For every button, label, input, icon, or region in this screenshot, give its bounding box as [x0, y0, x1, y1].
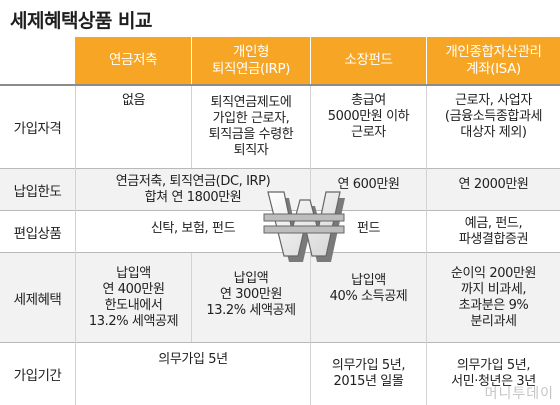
- row-label-products: 편입상품: [13, 225, 62, 242]
- column-header-isa: 개인종합자산관리 계좌(ISA): [427, 37, 560, 84]
- cell-text: 근로자, 사업자 (금융소득종합과세 대상자 제외): [444, 93, 543, 140]
- column-header-pension-savings: 연금저축: [75, 37, 191, 84]
- table-cell: 연금저축, 퇴직연금(DC, IRP) 합쳐 연 1800만원: [76, 169, 310, 210]
- cell-text: 납입액 40% 소득공제: [329, 273, 408, 304]
- column-header-label: 개인형 퇴직연금(IRP): [211, 43, 291, 77]
- column-header-irp: 개인형 퇴직연금(IRP): [192, 37, 310, 84]
- column-header-label: 개인종합자산관리 계좌(ISA): [445, 43, 542, 77]
- divider: [0, 252, 560, 253]
- row-label-limit: 납입한도: [13, 183, 62, 200]
- table-cell: 근로자, 사업자 (금융소득종합과세 대상자 제외): [427, 86, 560, 148]
- watermark: 머니투데이: [484, 386, 554, 402]
- table-cell: 예금, 펀드, 파생결합증권: [427, 211, 560, 252]
- divider: [191, 86, 192, 168]
- page-title: 세제혜택상품 비교: [10, 10, 152, 32]
- cell-text: 연 600만원: [337, 176, 400, 192]
- table-cell: 납입액 연 400만원 한도내에서 13.2% 세액공제: [76, 253, 191, 342]
- row-label-tax-benefit: 세제혜택: [13, 291, 62, 308]
- table-cell: 의무가입 5년: [76, 343, 310, 377]
- cell-text: 납입액 연 400만원 한도내에서 13.2% 세액공제: [88, 265, 179, 329]
- row-band-tax: [0, 253, 560, 342]
- column-header-small-fund: 소장펀드: [311, 37, 426, 84]
- table-cell: 없음: [76, 86, 191, 116]
- table-cell: 연 2000만원: [427, 169, 560, 200]
- cell-text: 없음: [121, 93, 146, 108]
- table-cell: 펀드: [311, 211, 426, 246]
- row-label-eligibility: 가입자격: [13, 121, 62, 137]
- column-header-label: 소장펀드: [344, 52, 393, 68]
- table-cell: 납입액 40% 소득공제: [311, 253, 426, 325]
- table-cell: 총급여 5000만원 이하 근로자: [311, 86, 426, 148]
- cell-text: 총급여 5000만원 이하 근로자: [327, 93, 410, 140]
- cell-text: 연금저축, 퇴직연금(DC, IRP) 합쳐 연 1800만원: [115, 173, 271, 205]
- table-cell: 순이익 200만원 까지 비과세, 초과분은 9% 분리과세: [427, 253, 560, 342]
- table-cell: 의무가입 5년, 2015년 일몰: [311, 343, 426, 405]
- divider: [426, 86, 427, 405]
- row-label-period: 가입기간: [13, 368, 62, 384]
- table-cell: 납입액 연 300만원 13.2% 세액공제: [192, 253, 310, 337]
- divider: [0, 84, 560, 86]
- cell-text: 신탁, 보험, 펀드: [150, 220, 236, 236]
- cell-text: 순이익 200만원 까지 비과세, 초과분은 9% 분리과세: [450, 265, 537, 329]
- won-symbol-icon: [263, 191, 345, 262]
- cell-text: 예금, 펀드, 파생결합증권: [458, 215, 529, 247]
- table-cell: 신탁, 보험, 펀드: [76, 211, 310, 246]
- cell-text: 납입액 연 300만원 13.2% 세액공제: [206, 271, 296, 318]
- divider: [191, 253, 192, 342]
- cell-text: 연 2000만원: [458, 176, 529, 192]
- divider: [0, 342, 560, 343]
- column-header-label: 연금저축: [108, 52, 158, 68]
- cell-text: 의무가입 5년: [158, 352, 228, 367]
- table-cell: 의무가입 5년, 서민·청년은 3년: [427, 343, 560, 405]
- divider: [0, 168, 560, 169]
- cell-text: 퇴직연금제도에 가입한 근로자, 퇴직금을 수령한 퇴직자: [208, 95, 294, 158]
- cell-text: 펀드: [356, 220, 381, 236]
- divider: [75, 86, 76, 405]
- cell-text: 의무가입 5년, 2015년 일몰: [331, 358, 406, 389]
- cell-text: 의무가입 5년, 서민·청년은 3년: [451, 358, 536, 389]
- table-cell: 연 600만원: [311, 169, 426, 200]
- table-cell: 퇴직연금제도에 가입한 근로자, 퇴직금을 수령한 퇴직자: [192, 86, 310, 168]
